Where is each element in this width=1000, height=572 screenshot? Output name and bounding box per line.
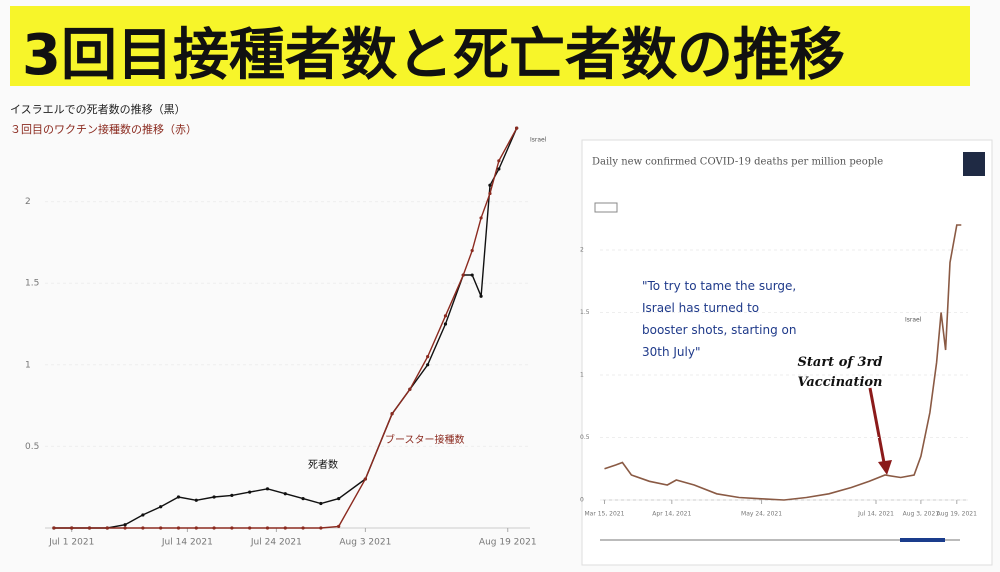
series-label: 死者数 bbox=[308, 458, 338, 471]
arrow bbox=[868, 387, 887, 469]
x-tick-label: Jul 14 2021 bbox=[161, 538, 213, 548]
point bbox=[194, 526, 198, 530]
x-tick-label: Aug 3 2021 bbox=[339, 538, 391, 548]
point bbox=[319, 526, 323, 530]
y-tick-label: 2 bbox=[580, 247, 584, 254]
y-tick-label: 2 bbox=[25, 197, 31, 207]
point bbox=[230, 493, 234, 497]
point bbox=[248, 490, 252, 494]
y-tick-label: 0.5 bbox=[580, 434, 590, 441]
x-tick-label: Mar 15, 2021 bbox=[585, 511, 625, 518]
point bbox=[194, 498, 198, 502]
legend-line: イスラエルでの死者数の推移（黒） bbox=[10, 102, 186, 116]
point bbox=[265, 526, 270, 530]
right-panel bbox=[581, 139, 993, 566]
point bbox=[248, 526, 252, 530]
point bbox=[337, 524, 341, 528]
y-tick-label: 0.5 bbox=[25, 442, 39, 452]
point bbox=[426, 363, 430, 367]
point bbox=[515, 126, 519, 130]
vaccination-note: Start of 3rd Vaccination bbox=[797, 355, 882, 390]
point bbox=[443, 322, 448, 326]
legend-line: ３回目のワクチン接種数の推移（赤） bbox=[10, 122, 197, 136]
x-tick-label: May 24, 2021 bbox=[741, 511, 782, 518]
point bbox=[319, 501, 323, 506]
country-label: Israel bbox=[905, 317, 922, 324]
point bbox=[488, 183, 492, 187]
x-tick-label: Jul 1 2021 bbox=[48, 538, 94, 548]
point bbox=[176, 495, 181, 499]
point bbox=[87, 526, 92, 530]
point bbox=[301, 497, 305, 501]
x-tick-label: Apr 14, 2021 bbox=[652, 511, 691, 518]
x-tick-label: Jul 14, 2021 bbox=[857, 511, 894, 518]
series-label: ブースター接種数 bbox=[385, 433, 465, 446]
point bbox=[337, 497, 341, 501]
data-line bbox=[53, 127, 518, 529]
country-label: Israel bbox=[530, 137, 547, 144]
quote: "To try to tame the surge, Israel has tur… bbox=[642, 279, 796, 359]
point bbox=[159, 526, 163, 530]
data-line bbox=[604, 224, 962, 501]
y-tick-label: 1.5 bbox=[580, 309, 590, 316]
point bbox=[230, 526, 234, 530]
point bbox=[488, 191, 492, 196]
title-banner bbox=[10, 6, 970, 86]
point bbox=[212, 495, 216, 499]
point bbox=[123, 526, 127, 530]
point bbox=[408, 387, 412, 391]
point bbox=[70, 526, 74, 530]
point bbox=[212, 526, 216, 530]
point bbox=[497, 167, 501, 171]
x-tick-label: Aug 19, 2021 bbox=[937, 511, 978, 518]
point bbox=[283, 492, 287, 496]
point bbox=[141, 513, 145, 517]
point bbox=[52, 526, 56, 530]
point bbox=[141, 526, 145, 530]
y-tick-label: 0 bbox=[580, 497, 584, 504]
point bbox=[390, 412, 394, 416]
data-line bbox=[53, 127, 518, 529]
point bbox=[470, 248, 474, 253]
y-tick-label: 1 bbox=[580, 372, 584, 379]
point bbox=[470, 273, 474, 277]
x-tick-label: Aug 3, 2021 bbox=[903, 511, 940, 518]
logo bbox=[963, 152, 985, 176]
arrow-head bbox=[878, 460, 892, 475]
point bbox=[159, 505, 163, 509]
point bbox=[461, 273, 465, 277]
point bbox=[105, 526, 109, 530]
point bbox=[479, 216, 483, 220]
point bbox=[265, 487, 270, 491]
point bbox=[176, 526, 181, 530]
point bbox=[123, 523, 127, 527]
y-tick-label: 1.5 bbox=[25, 279, 39, 289]
slide-title: 3回目接種者数と死亡者数の推移 bbox=[22, 23, 845, 88]
point bbox=[283, 526, 287, 530]
point bbox=[363, 477, 367, 481]
point bbox=[426, 355, 430, 359]
chart-title: Daily new confirmed COVID-19 deaths per … bbox=[592, 157, 883, 168]
point bbox=[497, 159, 501, 163]
point bbox=[479, 294, 483, 298]
x-tick-label: Aug 19 2021 bbox=[479, 538, 537, 548]
toggle[interactable] bbox=[594, 202, 618, 213]
point bbox=[301, 526, 305, 530]
x-tick-label: Jul 24 2021 bbox=[250, 538, 302, 548]
point bbox=[443, 314, 448, 318]
y-tick-label: 1 bbox=[25, 360, 31, 370]
